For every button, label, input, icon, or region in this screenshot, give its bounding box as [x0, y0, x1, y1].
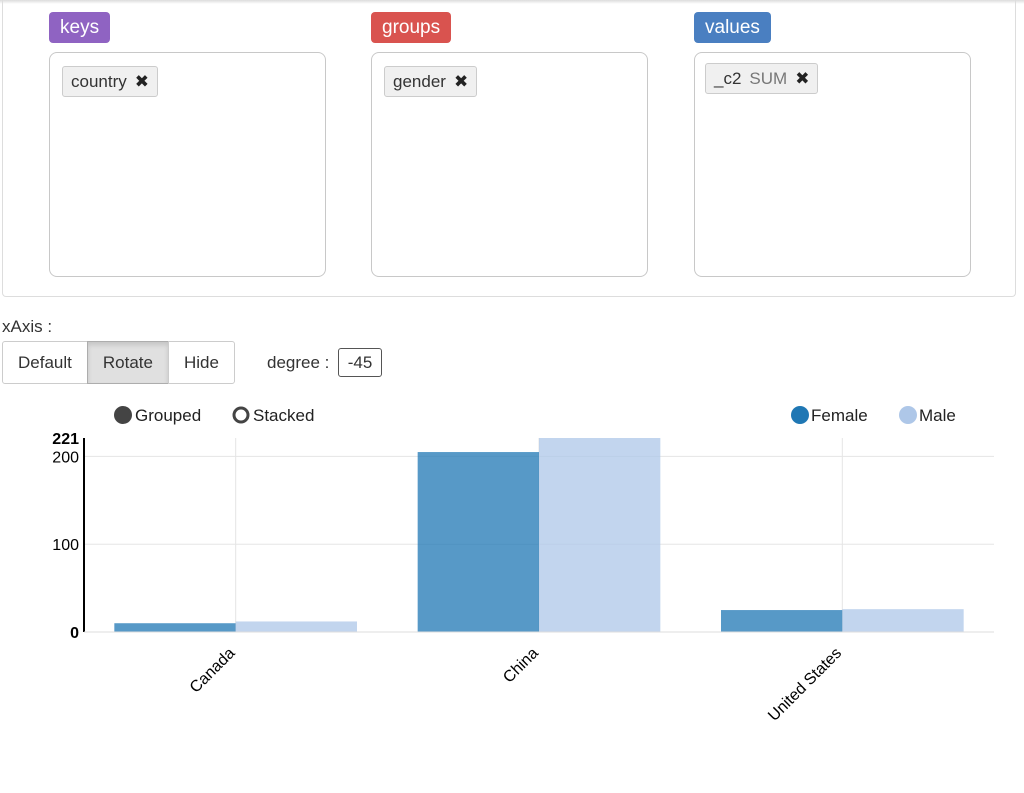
stacked-label: Stacked: [253, 406, 314, 425]
xaxis-rotate-button[interactable]: Rotate: [86, 341, 169, 384]
close-icon[interactable]: ✖: [134, 72, 149, 91]
values-drop-zone[interactable]: _c2 SUM ✖: [694, 52, 971, 277]
value-chip-c2[interactable]: _c2 SUM ✖: [705, 63, 819, 94]
group-chip-gender[interactable]: gender ✖: [384, 66, 478, 97]
series-legend: Female Male: [791, 406, 956, 425]
grouped-label: Grouped: [135, 406, 201, 425]
pivot-config-panel: keys country ✖ groups gender ✖ values _c2 S…: [2, 0, 1016, 297]
legend-swatch[interactable]: [791, 406, 809, 424]
degree-input[interactable]: [338, 348, 382, 377]
groups-column: groups gender ✖: [371, 12, 649, 278]
values-label: values: [694, 12, 771, 43]
bar-male-china[interactable]: [539, 438, 661, 632]
y-tick-label: 0: [70, 625, 79, 642]
stacked-radio[interactable]: Stacked: [232, 406, 314, 425]
bar-female-china[interactable]: [417, 452, 539, 632]
legend-label: Female: [811, 406, 868, 425]
groups-label: groups: [371, 12, 452, 43]
key-chip-country[interactable]: country ✖: [62, 66, 158, 97]
x-tick-label: Canada: [187, 645, 239, 697]
close-icon[interactable]: ✖: [453, 72, 469, 91]
legend-item-female[interactable]: Female: [791, 406, 868, 425]
x-tick-label: United States: [765, 645, 845, 725]
y-tick-label: 100: [52, 537, 79, 554]
xaxis-mode-group: Default Rotate Hide: [2, 341, 235, 384]
chart-mode-legend: Grouped Stacked: [114, 406, 314, 425]
keys-drop-zone[interactable]: country ✖: [49, 52, 326, 277]
bar-male-canada[interactable]: [235, 621, 357, 632]
chip-label: gender: [393, 72, 446, 91]
y-tick-label: 221: [52, 431, 79, 448]
chip-label: country: [71, 72, 127, 91]
xaxis-default-button[interactable]: Default: [2, 341, 88, 384]
legend-item-male[interactable]: Male: [899, 406, 956, 425]
xaxis-hide-button[interactable]: Hide: [167, 341, 235, 384]
values-column: values _c2 SUM ✖: [694, 12, 972, 278]
top-shadow: [0, 0, 1024, 4]
grouped-radio[interactable]: Grouped: [114, 406, 201, 425]
bar-male-united-states[interactable]: [842, 609, 964, 632]
chip-label: _c2: [714, 69, 742, 88]
bar-female-united-states[interactable]: [721, 610, 843, 632]
degree-label: degree :: [267, 353, 330, 372]
legend-swatch[interactable]: [899, 406, 917, 424]
bar-female-canada[interactable]: [114, 623, 236, 632]
legend-label: Male: [919, 406, 956, 425]
grouped-radio-dot[interactable]: [114, 406, 132, 424]
y-tick-label: 200: [52, 449, 79, 466]
stacked-radio-dot[interactable]: [232, 406, 250, 424]
aggregation-label[interactable]: SUM: [749, 69, 788, 88]
keys-column: keys country ✖: [49, 12, 327, 278]
groups-drop-zone[interactable]: gender ✖: [371, 52, 648, 277]
chart-bars: [114, 438, 964, 632]
x-tick-label: China: [500, 645, 542, 687]
keys-label: keys: [49, 12, 111, 43]
xaxis-label: xAxis :: [2, 317, 53, 336]
close-icon[interactable]: ✖: [795, 69, 810, 88]
